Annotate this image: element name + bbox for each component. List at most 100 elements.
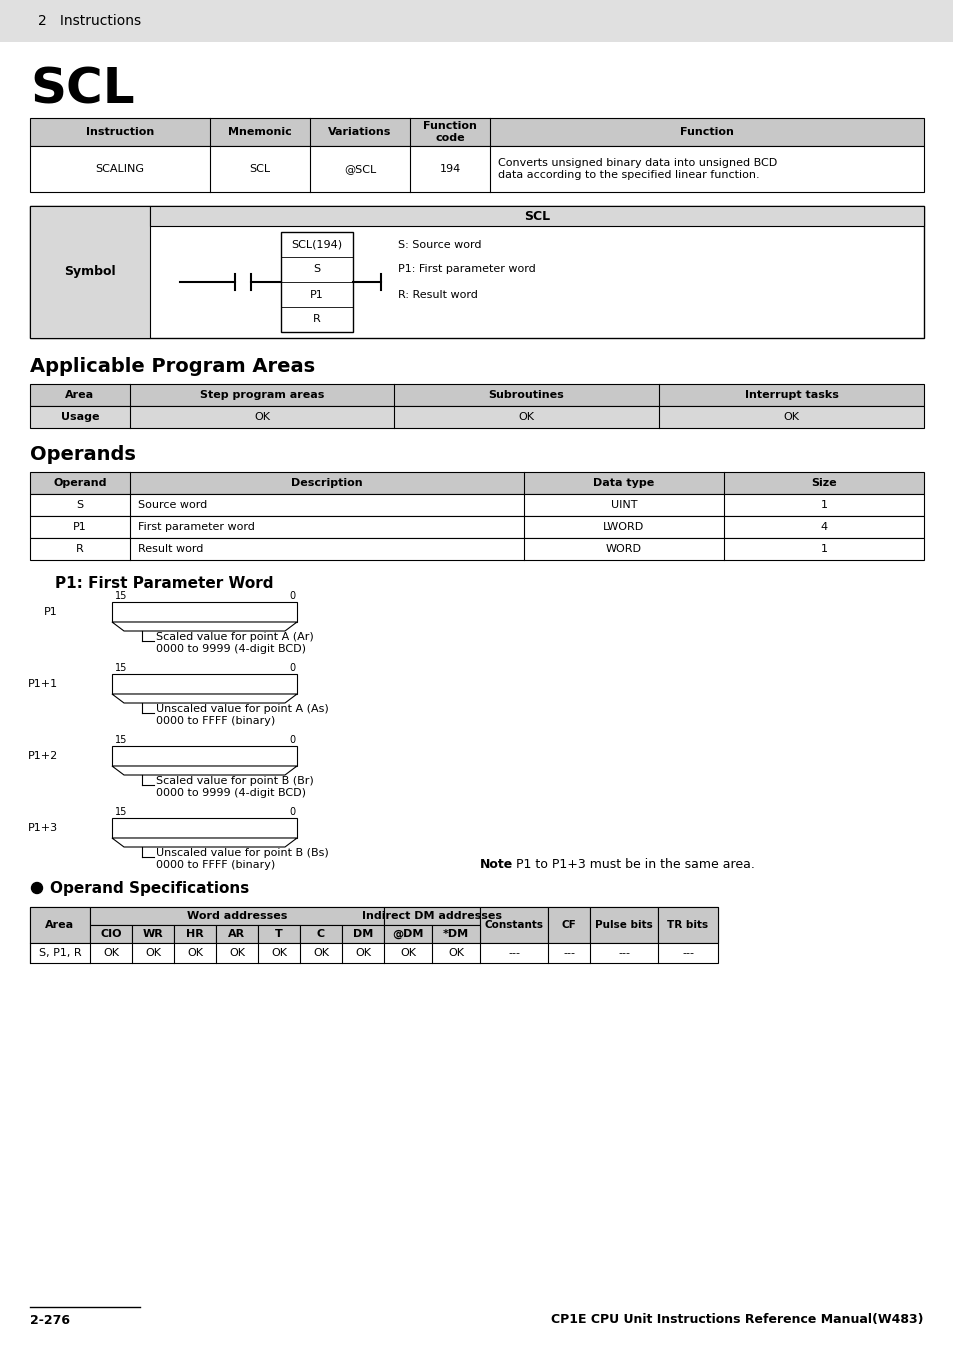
- Text: 4: 4: [820, 522, 826, 532]
- Text: OK: OK: [782, 412, 799, 423]
- Text: 194: 194: [439, 163, 460, 174]
- Text: OK: OK: [355, 948, 371, 958]
- Bar: [30, 406, 923, 428]
- Text: R: R: [76, 544, 84, 554]
- Text: Pulse bits: Pulse bits: [595, 919, 652, 930]
- Text: P1: First parameter word: P1: First parameter word: [397, 265, 536, 274]
- Bar: [281, 232, 353, 332]
- Text: CP1E CPU Unit Instructions Reference Manual(W483): CP1E CPU Unit Instructions Reference Man…: [551, 1314, 923, 1327]
- Bar: [90, 907, 384, 925]
- Text: Result word: Result word: [138, 544, 203, 554]
- Bar: [173, 925, 215, 944]
- Text: C: C: [316, 929, 325, 940]
- Text: Operand Specifications: Operand Specifications: [50, 880, 249, 895]
- Text: P1: P1: [73, 522, 87, 532]
- Text: Area: Area: [46, 919, 74, 930]
- Text: OK: OK: [518, 412, 534, 423]
- Text: ---: ---: [562, 948, 575, 958]
- Text: LWORD: LWORD: [602, 522, 644, 532]
- Bar: [132, 925, 173, 944]
- Text: R: R: [313, 315, 320, 324]
- Text: 0: 0: [290, 591, 295, 601]
- Text: OK: OK: [145, 948, 161, 958]
- Text: Step program areas: Step program areas: [199, 390, 324, 400]
- Bar: [658, 907, 718, 944]
- Bar: [384, 925, 432, 944]
- Text: WR: WR: [143, 929, 163, 940]
- Bar: [150, 207, 923, 225]
- Text: Area: Area: [66, 390, 94, 400]
- Bar: [30, 117, 923, 146]
- Bar: [90, 925, 132, 944]
- Bar: [30, 516, 923, 539]
- Text: 1: 1: [820, 500, 826, 510]
- Text: Scaled value for point A (Ar): Scaled value for point A (Ar): [156, 632, 314, 643]
- Bar: [112, 602, 296, 622]
- Text: OK: OK: [313, 948, 329, 958]
- Text: @SCL: @SCL: [343, 163, 375, 174]
- Bar: [30, 207, 150, 338]
- Text: OK: OK: [253, 412, 270, 423]
- Text: Source word: Source word: [138, 500, 207, 510]
- Text: Subroutines: Subroutines: [488, 390, 564, 400]
- Text: WORD: WORD: [605, 544, 641, 554]
- Text: ---: ---: [618, 948, 629, 958]
- Text: Unscaled value for point A (As): Unscaled value for point A (As): [156, 703, 329, 714]
- Polygon shape: [112, 622, 296, 630]
- Text: 2-276: 2-276: [30, 1314, 70, 1327]
- Text: 2   Instructions: 2 Instructions: [38, 14, 141, 28]
- Polygon shape: [112, 694, 296, 703]
- Bar: [30, 494, 923, 516]
- Polygon shape: [112, 765, 296, 775]
- Text: P1: First Parameter Word: P1: First Parameter Word: [55, 575, 274, 590]
- Bar: [30, 383, 923, 406]
- Text: 15: 15: [115, 807, 128, 817]
- Text: Size: Size: [810, 478, 836, 487]
- Text: First parameter word: First parameter word: [138, 522, 254, 532]
- Text: Operands: Operands: [30, 444, 135, 463]
- Text: P1+2: P1+2: [28, 751, 58, 761]
- Text: Unscaled value for point B (Bs): Unscaled value for point B (Bs): [156, 848, 329, 859]
- Text: CF: CF: [561, 919, 576, 930]
- Polygon shape: [112, 838, 296, 846]
- Text: Note: Note: [479, 859, 513, 872]
- Text: SCL: SCL: [30, 66, 134, 113]
- Text: OK: OK: [229, 948, 245, 958]
- Text: Instruction: Instruction: [86, 127, 154, 136]
- Text: SCL: SCL: [523, 209, 550, 223]
- Bar: [112, 818, 296, 838]
- Text: S: S: [314, 265, 320, 274]
- Text: 15: 15: [115, 591, 128, 601]
- Text: Symbol: Symbol: [64, 266, 115, 278]
- Text: 0000 to FFFF (binary): 0000 to FFFF (binary): [156, 860, 275, 869]
- Text: 0000 to FFFF (binary): 0000 to FFFF (binary): [156, 716, 275, 726]
- Bar: [215, 925, 257, 944]
- Text: S: S: [76, 500, 84, 510]
- Text: 0: 0: [290, 663, 295, 674]
- Bar: [30, 472, 923, 494]
- Text: ---: ---: [507, 948, 519, 958]
- Bar: [0, 0, 953, 42]
- Text: OK: OK: [448, 948, 463, 958]
- Text: P1: P1: [44, 608, 58, 617]
- Bar: [30, 944, 718, 963]
- Bar: [30, 907, 90, 944]
- Text: @DM: @DM: [392, 929, 423, 940]
- Bar: [257, 925, 299, 944]
- Text: SCL: SCL: [249, 163, 271, 174]
- Bar: [341, 925, 384, 944]
- Bar: [432, 925, 479, 944]
- Text: Variations: Variations: [328, 127, 392, 136]
- Text: P1+3: P1+3: [28, 824, 58, 833]
- Text: Data type: Data type: [593, 478, 654, 487]
- Text: Operand: Operand: [53, 478, 107, 487]
- Text: 0000 to 9999 (4-digit BCD): 0000 to 9999 (4-digit BCD): [156, 644, 306, 653]
- Text: DM: DM: [353, 929, 373, 940]
- Bar: [547, 907, 589, 944]
- Bar: [479, 907, 547, 944]
- Text: Function: Function: [679, 127, 733, 136]
- Text: Description: Description: [291, 478, 362, 487]
- Text: Constants: Constants: [484, 919, 543, 930]
- Text: Applicable Program Areas: Applicable Program Areas: [30, 356, 314, 375]
- Text: CIO: CIO: [100, 929, 122, 940]
